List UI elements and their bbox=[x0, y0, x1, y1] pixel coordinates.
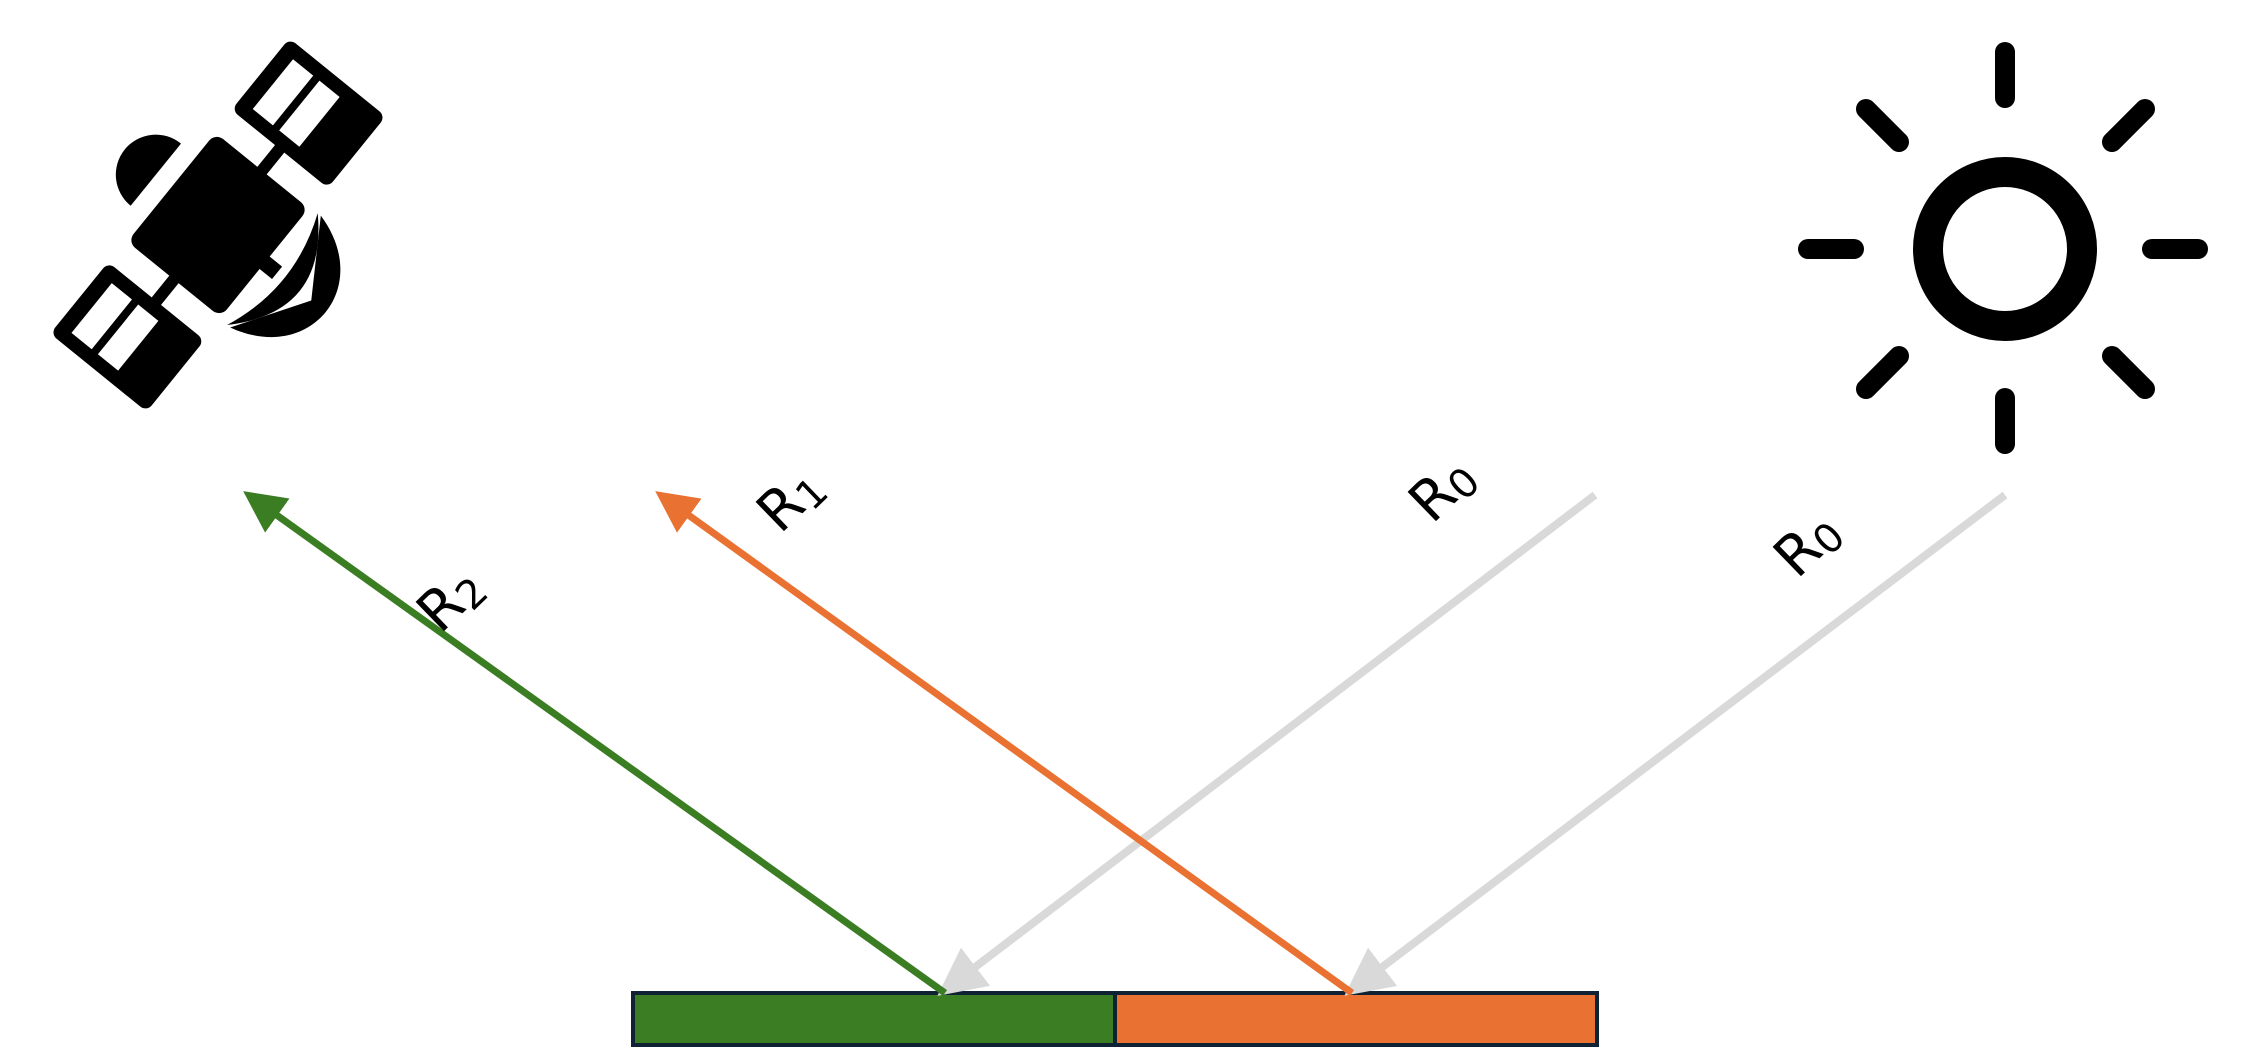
reflected-ray-r2 bbox=[243, 491, 948, 996]
label-r1: R1 bbox=[745, 454, 838, 547]
surface bbox=[631, 991, 1599, 1047]
reflected-ray-r1 bbox=[655, 491, 1355, 996]
surface-green-segment bbox=[631, 991, 1117, 1047]
surface-orange-segment bbox=[1113, 991, 1599, 1047]
incident-ray-far bbox=[1344, 491, 2008, 996]
satellite-icon bbox=[53, 41, 383, 409]
label-r2: R2 bbox=[405, 554, 498, 647]
sun-icon bbox=[1798, 42, 2208, 454]
label-r0-far: R0 bbox=[1762, 499, 1855, 592]
label-r0-near: R0 bbox=[1397, 444, 1490, 537]
incident-ray-near bbox=[937, 491, 1598, 996]
